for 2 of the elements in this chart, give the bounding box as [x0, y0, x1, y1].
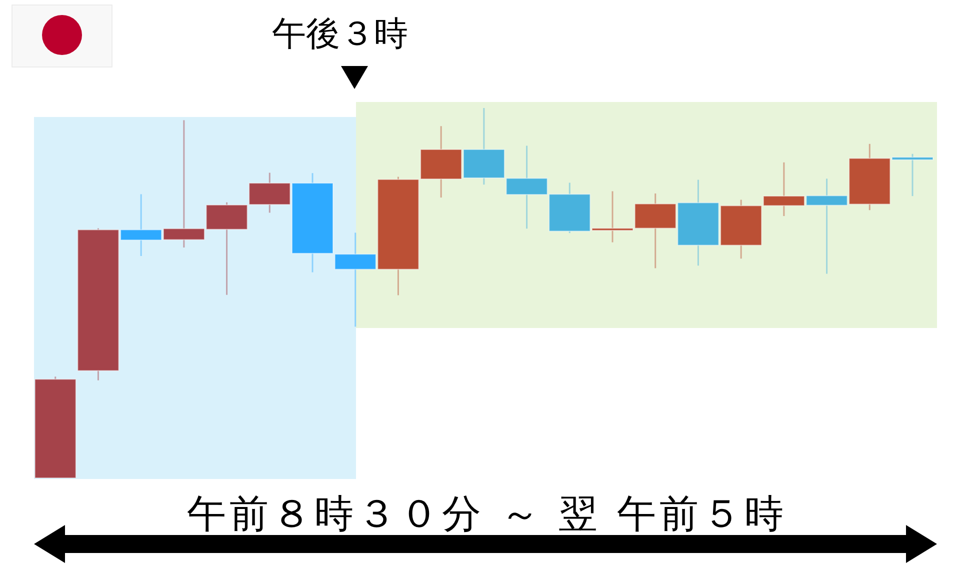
text: 午前８時３０分 ～ 翌 午前５時	[186, 492, 788, 537]
text: 午後３時	[272, 14, 408, 54]
